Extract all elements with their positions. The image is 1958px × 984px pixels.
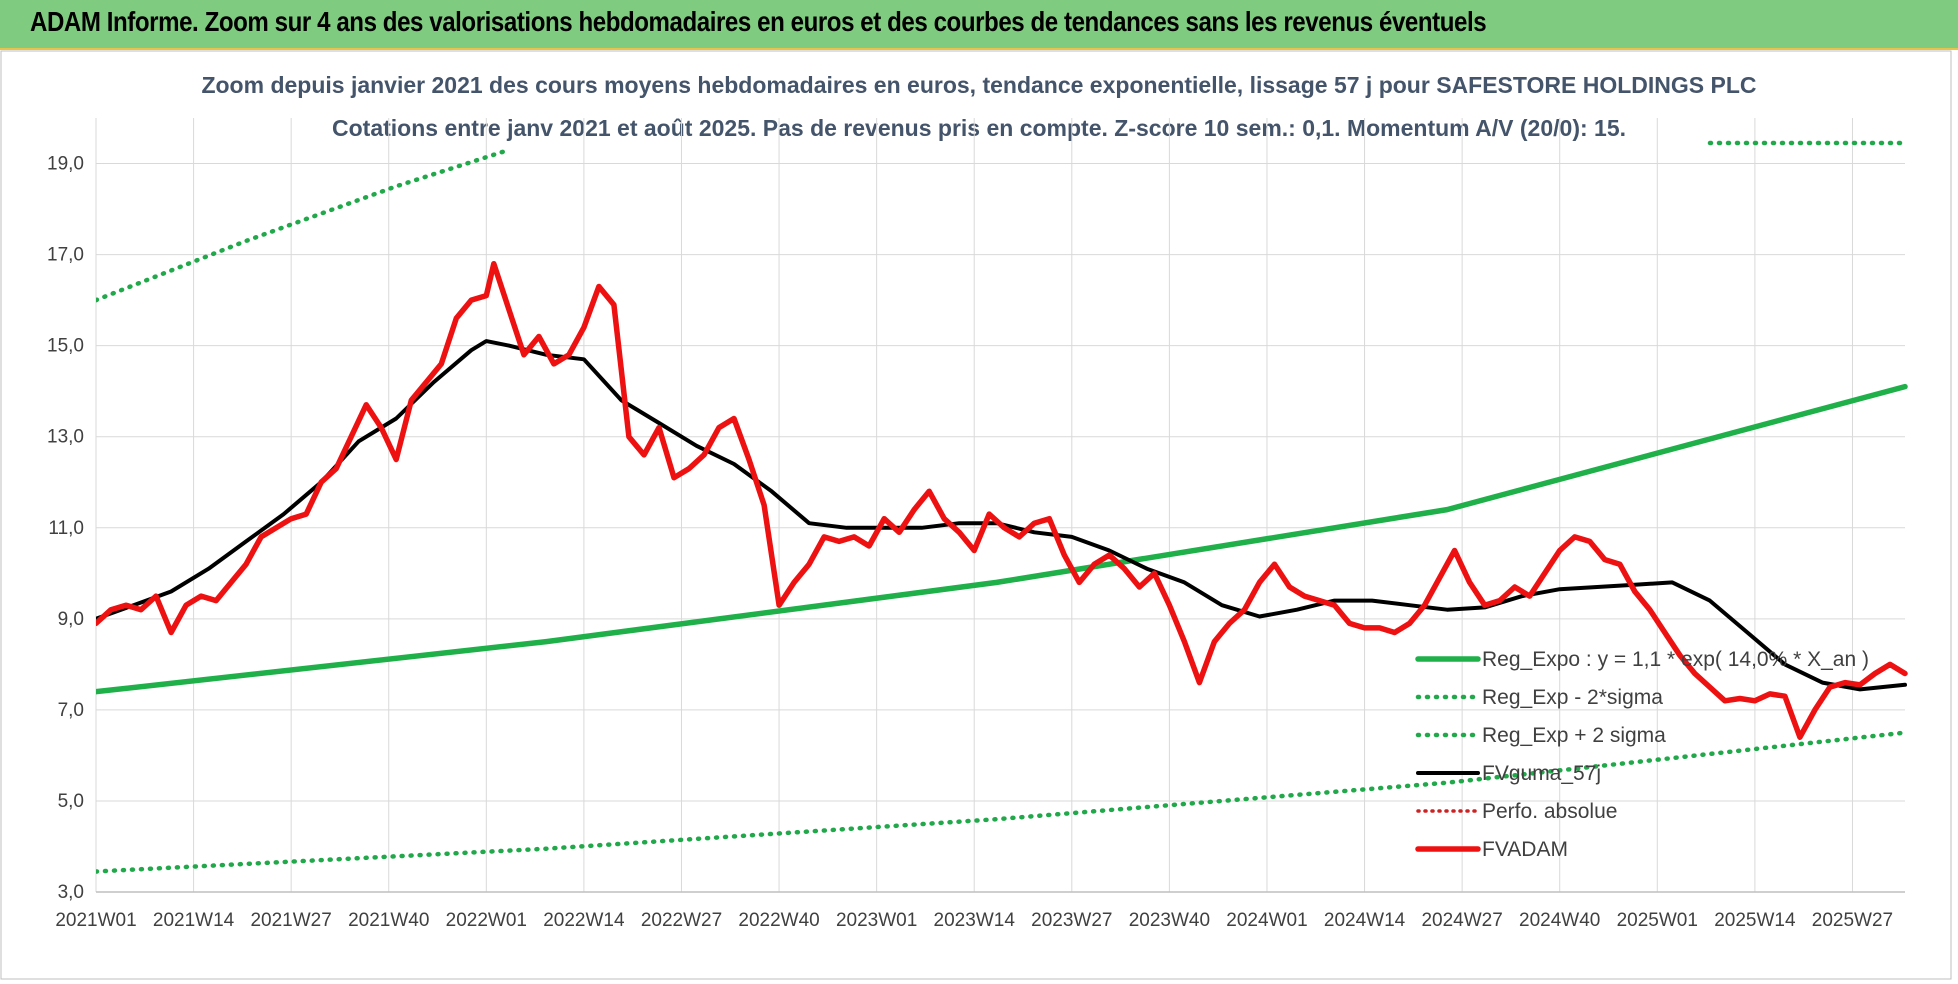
chart-title-line-2: Cotations entre janv 2021 et août 2025. … xyxy=(332,115,1626,141)
x-tick-label: 2024W14 xyxy=(1324,910,1406,931)
x-tick-label: 2023W01 xyxy=(836,910,917,931)
y-tick-label: 9,0 xyxy=(58,609,84,630)
series-lines xyxy=(96,140,1908,874)
x-tick-label: 2025W14 xyxy=(1714,910,1796,931)
x-axis-ticks: 2021W01 2021W14 2021W27 2021W40 2022W01 2022W… xyxy=(55,910,1893,931)
legend-label: Reg_Expo : y = 1,1 * exp( 14,0% * X_an ) xyxy=(1482,648,1869,671)
chart-frame xyxy=(0,50,1952,980)
series-sigma-band-upper xyxy=(96,147,512,303)
legend-label: Perfo. absolue xyxy=(1482,800,1617,823)
y-tick-label: 13,0 xyxy=(47,427,84,448)
x-tick-label: 2021W14 xyxy=(153,910,235,931)
y-axis-ticks: 3,0 5,0 7,0 9,0 11,0 13,0 15,0 17,0 19,0 xyxy=(47,154,84,903)
grid xyxy=(95,118,1905,893)
chart-background xyxy=(0,50,1958,984)
y-tick-label: 7,0 xyxy=(58,700,84,721)
trend-chart: Zoom depuis janvier 2021 des cours moyen… xyxy=(0,50,1958,984)
series-fvguma-57j xyxy=(96,339,1907,692)
series-fvadam xyxy=(96,260,1908,740)
y-tick-label: 17,0 xyxy=(47,245,84,266)
x-tick-label: 2024W40 xyxy=(1519,910,1600,931)
x-tick-label: 2025W01 xyxy=(1617,910,1698,931)
x-tick-label: 2023W40 xyxy=(1129,910,1210,931)
legend: Reg_Expo : y = 1,1 * exp( 14,0% * X_an )… xyxy=(1415,648,1869,861)
legend-label: FVADAM xyxy=(1482,838,1568,861)
x-tick-label: 2022W14 xyxy=(543,910,625,931)
y-tick-label: 11,0 xyxy=(48,518,84,539)
legend-label: Reg_Exp + 2 sigma xyxy=(1482,724,1666,747)
x-tick-label: 2022W27 xyxy=(641,910,722,931)
x-tick-label: 2023W14 xyxy=(934,910,1016,931)
x-tick-label: 2021W27 xyxy=(250,910,331,931)
x-tick-label: 2022W01 xyxy=(446,910,527,931)
report-banner: ADAM Informe. Zoom sur 4 ans des valoris… xyxy=(0,0,1958,50)
legend-label: Reg_Exp - 2*sigma xyxy=(1482,686,1663,709)
x-tick-label: 2023W27 xyxy=(1031,910,1112,931)
x-tick-label: 2021W01 xyxy=(55,910,136,931)
x-tick-label: 2024W27 xyxy=(1421,910,1502,931)
y-tick-label: 19,0 xyxy=(47,154,84,175)
chart-title-line-1: Zoom depuis janvier 2021 des cours moyen… xyxy=(201,72,1756,98)
x-tick-label: 2024W01 xyxy=(1226,910,1307,931)
x-tick-label: 2025W27 xyxy=(1812,910,1893,931)
y-tick-label: 3,0 xyxy=(58,882,84,903)
x-tick-label: 2022W40 xyxy=(738,910,819,931)
legend-label: FVguma_57j xyxy=(1482,762,1601,785)
banner-title: ADAM Informe. Zoom sur 4 ans des valoris… xyxy=(30,6,1487,37)
y-tick-label: 15,0 xyxy=(47,336,84,357)
series-reg-expo xyxy=(96,383,1908,695)
y-tick-label: 5,0 xyxy=(58,791,84,812)
x-tick-label: 2021W40 xyxy=(348,910,429,931)
series-sigma-band-lower xyxy=(96,730,1908,874)
